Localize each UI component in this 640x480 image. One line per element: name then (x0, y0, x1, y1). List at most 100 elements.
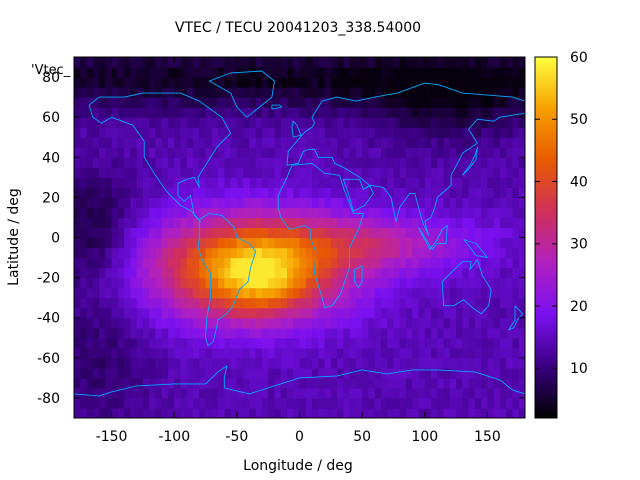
heatmap-cell (399, 267, 407, 279)
colorbar-tick-label: 50 (570, 112, 588, 128)
heatmap-cell (337, 317, 344, 329)
heatmap-cell (443, 137, 451, 148)
heatmap-cell (136, 127, 144, 138)
heatmap-cell (431, 77, 438, 88)
heatmap-cell (305, 317, 313, 329)
heatmap-cell (343, 307, 351, 319)
heatmap-cell (437, 77, 445, 88)
heatmap-cell (99, 267, 106, 279)
heatmap-cell (324, 407, 332, 418)
heatmap-cell (111, 357, 119, 369)
heatmap-cell (99, 307, 106, 319)
heatmap-cell (161, 337, 169, 349)
heatmap-cell (399, 257, 407, 269)
heatmap-cell (468, 407, 476, 418)
heatmap-cell (431, 117, 438, 128)
heatmap-cell (218, 187, 225, 198)
heatmap-cell (368, 107, 376, 118)
heatmap-cell (512, 137, 520, 148)
colorbar-tick-label: 60 (570, 50, 588, 66)
heatmap-cell (180, 97, 188, 108)
heatmap-cell (218, 167, 225, 178)
heatmap-cell (299, 247, 307, 259)
heatmap-cell (130, 357, 138, 369)
heatmap-cell (324, 367, 332, 379)
heatmap-cell (312, 297, 319, 309)
heatmap-cell (180, 67, 188, 78)
heatmap-cell (155, 257, 163, 269)
heatmap-cell (193, 157, 200, 168)
heatmap-cell (468, 397, 476, 409)
heatmap-cell (286, 247, 294, 259)
heatmap-cell (86, 227, 94, 239)
heatmap-cell (193, 217, 200, 229)
heatmap-cell (130, 407, 138, 418)
heatmap-cell (362, 77, 369, 88)
heatmap-cell (255, 277, 263, 289)
heatmap-cell (261, 337, 269, 349)
heatmap-cell (86, 197, 94, 209)
heatmap-cell (174, 177, 182, 188)
heatmap-cell (468, 67, 476, 78)
heatmap-cell (236, 137, 244, 148)
heatmap-cell (437, 187, 445, 198)
heatmap-cell (474, 347, 482, 359)
heatmap-cell (230, 387, 238, 399)
heatmap-cell (399, 67, 407, 78)
heatmap-cell (80, 147, 88, 158)
heatmap-cell (255, 237, 263, 249)
heatmap-cell (499, 257, 507, 269)
heatmap-cell (174, 347, 182, 359)
heatmap-cell (349, 157, 357, 168)
heatmap-cell (424, 137, 432, 148)
heatmap-cell (280, 187, 288, 198)
heatmap-cell (424, 77, 432, 88)
heatmap-cell (174, 367, 182, 379)
heatmap-cell (249, 187, 257, 198)
heatmap-cell (142, 297, 150, 309)
heatmap-cell (393, 117, 401, 128)
heatmap-cell (299, 337, 307, 349)
heatmap-cell (312, 197, 319, 209)
chart-title: VTEC / TECU 20041203_338.54000 (175, 20, 421, 36)
heatmap-cell (105, 107, 113, 118)
heatmap-cell (161, 147, 169, 158)
x-tick-label: 0 (295, 429, 304, 445)
heatmap-cell (343, 297, 351, 309)
heatmap-cell (418, 127, 426, 138)
heatmap-cell (330, 327, 338, 339)
heatmap-cell (255, 247, 263, 259)
heatmap-cell (105, 147, 113, 158)
heatmap-cell (286, 157, 294, 168)
heatmap-cell (312, 387, 319, 399)
heatmap-cell (161, 167, 169, 178)
heatmap-cell (318, 127, 326, 138)
heatmap-cell (155, 407, 163, 418)
heatmap-cell (418, 317, 426, 329)
heatmap-cell (218, 347, 225, 359)
heatmap-cell (355, 97, 363, 108)
heatmap-cell (293, 287, 301, 299)
heatmap-cell (299, 397, 307, 409)
heatmap-cell (349, 97, 357, 108)
heatmap-cell (286, 147, 294, 158)
heatmap-cell (368, 337, 376, 349)
heatmap-cell (481, 137, 489, 148)
heatmap-cell (218, 57, 225, 68)
heatmap-cell (117, 357, 125, 369)
heatmap-cell (186, 187, 194, 198)
heatmap-cell (449, 257, 457, 269)
heatmap-cell (380, 157, 388, 168)
heatmap-cell (161, 157, 169, 168)
heatmap-cell (92, 187, 100, 198)
heatmap-cell (117, 317, 125, 329)
heatmap-cell (330, 137, 338, 148)
heatmap-cell (355, 127, 363, 138)
heatmap-cell (274, 137, 282, 148)
heatmap-cell (293, 117, 301, 128)
heatmap-cell (186, 407, 194, 418)
heatmap-cell (493, 157, 501, 168)
heatmap-cell (180, 377, 188, 389)
heatmap-cell (330, 287, 338, 299)
heatmap-cell (199, 227, 207, 239)
